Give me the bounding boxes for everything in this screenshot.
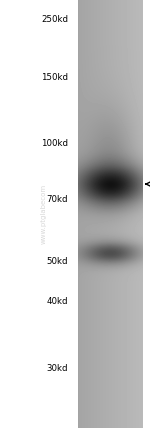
Text: 40kd: 40kd (46, 297, 68, 306)
Text: 70kd: 70kd (46, 194, 68, 204)
Text: 250kd: 250kd (41, 15, 68, 24)
Text: 150kd: 150kd (41, 72, 68, 82)
Text: 100kd: 100kd (41, 139, 68, 148)
Text: 50kd: 50kd (46, 256, 68, 266)
Text: www.ptglabecom: www.ptglabecom (41, 184, 47, 244)
Text: 30kd: 30kd (46, 363, 68, 373)
